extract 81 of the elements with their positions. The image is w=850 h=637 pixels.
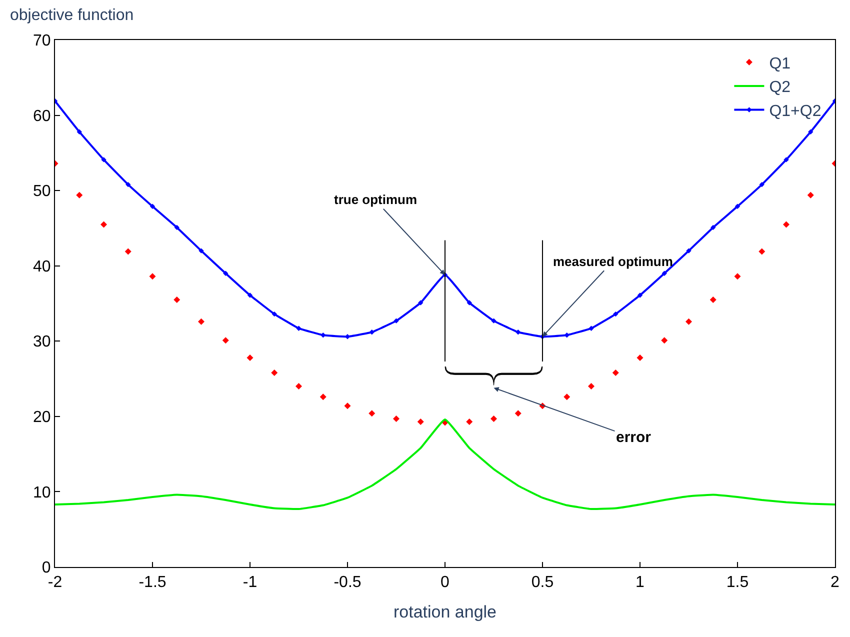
point [807,192,814,198]
point [636,354,644,361]
point [491,318,496,324]
annotation: error [616,429,652,446]
point [734,204,740,209]
point [612,370,619,376]
point [368,410,376,417]
point [150,204,156,209]
point [710,224,716,230]
point [686,248,692,254]
point [247,292,253,298]
legend-label: Q1 [769,55,791,72]
point [808,129,814,134]
point [758,248,766,255]
y-tick-label: 30 [33,334,51,351]
x-tick-label: -2 [48,574,62,592]
point [272,311,277,317]
point [588,383,594,390]
y-tick-label: 0 [42,560,51,577]
point [734,273,741,280]
point [296,383,302,390]
point [344,402,351,410]
y-tick-label: 70 [33,32,51,50]
point [149,273,156,280]
point [662,270,667,276]
point [296,326,302,331]
annotation: measured optimum [553,254,673,269]
point [514,410,522,417]
annotation: true optimum [334,192,418,207]
x-tick-label: 0.5 [531,574,554,592]
y-tick-label: 10 [33,484,51,502]
point [588,326,594,331]
point [394,318,399,324]
y-axis-title: objective function [10,7,134,24]
point [100,221,107,228]
legend-label: Q2 [769,79,791,96]
point [564,394,570,400]
point [198,318,204,325]
x-tick-label: -1 [242,574,258,592]
point [76,129,82,134]
legend-label: Q1+Q2 [769,103,822,120]
point [246,354,254,361]
y-tick-label: 40 [33,258,51,276]
point [174,224,180,230]
y-tick-label: 50 [33,183,51,200]
point [124,248,132,255]
y-tick-label: 20 [33,409,51,426]
point [223,270,228,276]
line-series [55,418,835,510]
x-tick-label: 0 [440,574,450,592]
point [466,418,473,425]
point [661,337,668,344]
point [174,296,180,303]
point [76,192,83,198]
point [417,418,424,425]
x-tick-label: 2 [830,574,840,592]
point [613,311,618,317]
point [466,300,472,306]
point [516,330,521,335]
x-tick-label: 1 [636,574,645,592]
point [783,221,790,228]
point [369,330,374,335]
point [637,292,643,298]
point [101,157,106,162]
y-tick-label: 60 [33,108,51,125]
x-axis-title: rotation angle [393,602,497,622]
point [126,182,131,188]
point [710,296,716,303]
point [418,300,424,306]
point [490,415,497,422]
point [198,248,204,254]
x-tick-label: 1.5 [726,574,749,592]
point [393,415,400,422]
x-tick-label: -1.5 [138,574,166,592]
point [222,337,229,344]
point [320,394,326,400]
point [686,318,692,325]
point [759,182,764,188]
point [784,157,789,162]
point [271,370,278,376]
x-tick-label: -0.5 [334,574,362,592]
